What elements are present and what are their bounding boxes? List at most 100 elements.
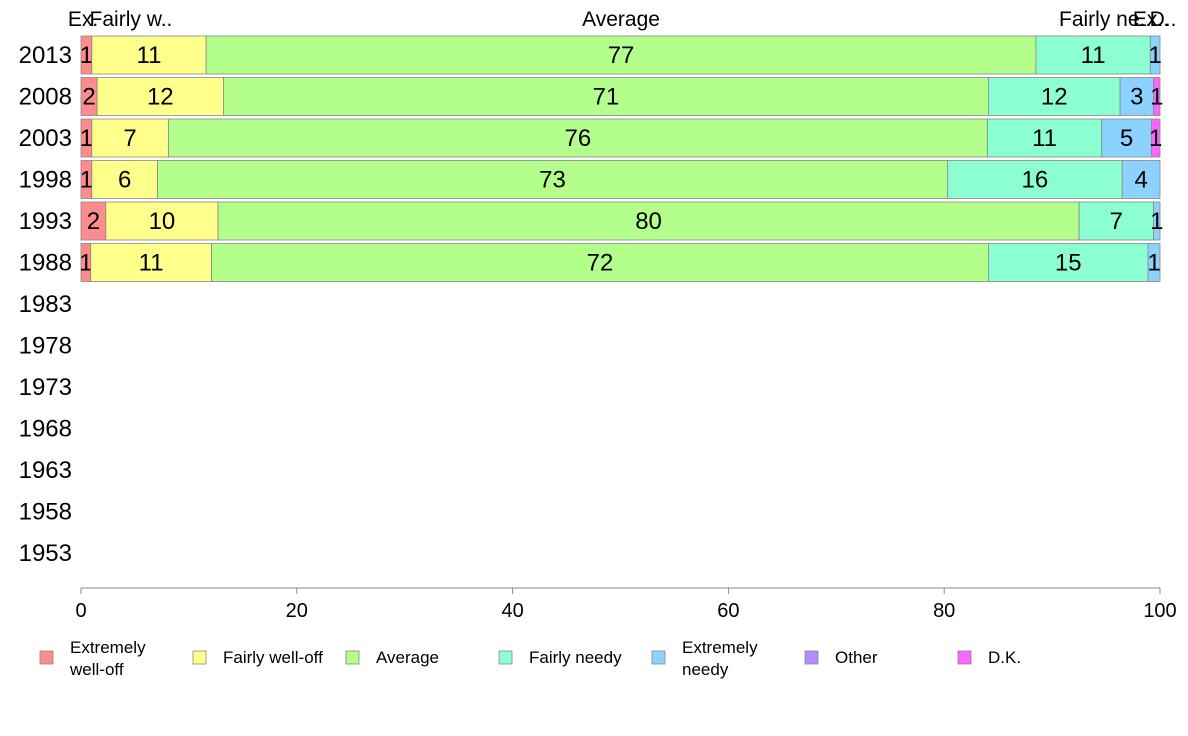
x-tick-label: 20 (286, 600, 308, 622)
legend-label: well-off (69, 660, 124, 679)
bar-data-label: 1 (1150, 208, 1163, 235)
legend-label: Fairly well-off (223, 648, 323, 667)
y-tick-label: 1958 (19, 499, 72, 526)
y-tick-label: 1988 (19, 250, 72, 277)
bar-segment (211, 243, 989, 282)
y-tick-label: 1963 (19, 457, 72, 484)
bar-segment (205, 35, 1037, 75)
bar-segment (157, 160, 948, 199)
legend-swatch (39, 650, 54, 665)
bar-data-label: 4 (1134, 167, 1147, 194)
legend-swatch (192, 650, 207, 665)
bar-data-label: 76 (565, 125, 592, 152)
y-tick-label: 2008 (19, 84, 72, 111)
y-tick-label: 2003 (19, 125, 72, 152)
bar-data-label: 73 (539, 167, 566, 194)
top-category-label: Ex.. (1133, 8, 1169, 31)
legend-swatch (957, 650, 972, 665)
bar-data-label: 11 (137, 42, 162, 69)
bar-segment (1121, 160, 1161, 199)
bar-segment (988, 243, 1149, 282)
bar-data-label: 1 (1147, 250, 1160, 277)
legend-label: Average (376, 648, 439, 667)
bar-data-label: 1 (79, 250, 92, 277)
bar-data-label: 7 (123, 125, 136, 152)
bar-segment (1149, 35, 1161, 75)
legend-swatch (345, 650, 360, 665)
bar-segment (90, 243, 212, 282)
bar-data-label: 12 (147, 84, 174, 111)
bar-data-label: 11 (1032, 125, 1057, 152)
bar-data-label: 1 (1150, 84, 1163, 111)
bar-data-label: 1 (1148, 42, 1161, 69)
bar-data-label: 5 (1120, 125, 1133, 152)
bar-segment (1147, 243, 1161, 282)
y-tick-label: 1998 (19, 167, 72, 194)
y-tick-label: 2013 (19, 42, 72, 69)
bar-data-label: 1 (1149, 125, 1162, 152)
y-tick-label: 1983 (19, 291, 72, 318)
bar-segment (217, 201, 1080, 241)
bar-segment (80, 201, 107, 241)
bar-segment (91, 118, 169, 158)
top-category-label: D.. (1150, 8, 1177, 31)
bar-segment (105, 201, 219, 241)
legend-label: Fairly needy (529, 648, 622, 667)
bar-data-label: 11 (139, 250, 164, 277)
top-category-label: Average (582, 8, 660, 31)
legend-label: needy (682, 660, 729, 679)
legend: Extremely well-off Fairly well-off Average F… (39, 638, 1021, 679)
bar-segment (947, 160, 1123, 199)
bar-data-label: 12 (1041, 84, 1068, 111)
top-category-label: Fairly ne.. (1059, 8, 1151, 31)
x-tick-label: 80 (933, 600, 955, 622)
legend-swatch (804, 650, 819, 665)
bar-data-label: 72 (587, 250, 614, 277)
x-tick-label: 100 (1143, 600, 1176, 622)
y-tick-label: 1993 (19, 208, 72, 235)
top-category-label: Fairly w.. (90, 8, 173, 31)
bar-segment (223, 77, 989, 116)
bar-segment (986, 118, 1103, 158)
bar-data-label: 80 (635, 208, 662, 235)
bar-segment (1078, 201, 1154, 241)
x-axis: 0 20 40 60 80 100 (75, 587, 1177, 622)
y-axis-labels: 2013 2008 2003 1998 1993 1988 1983 1978 1973 1968… (19, 42, 72, 567)
bar-segment (91, 160, 159, 199)
bar-data-label: 10 (149, 208, 176, 235)
bar-data-label: 15 (1055, 250, 1082, 277)
y-tick-label: 1968 (19, 416, 72, 443)
bar-segment (1035, 35, 1151, 75)
bar-segment (96, 77, 224, 116)
legend-swatch (651, 650, 666, 665)
top-category-labels: Ex.Fairly w.. Average Fairly ne..Ex..D.. (68, 8, 1177, 31)
bar-data-label: 7 (1110, 208, 1123, 235)
bar-segment (1153, 201, 1161, 241)
legend-label: Other (835, 648, 878, 667)
bar-data-label: 16 (1021, 167, 1048, 194)
legend-label: Extremely (682, 638, 758, 657)
top-category-label: Ex. (68, 8, 98, 31)
bar-segment (1101, 118, 1152, 158)
bar-segment (1150, 118, 1161, 158)
bar-data-label: 1 (80, 167, 93, 194)
x-tick-label: 0 (75, 600, 86, 622)
y-tick-label: 1978 (19, 333, 72, 360)
bar-data-label: 2 (82, 84, 95, 111)
legend-label: D.K. (988, 648, 1021, 667)
bar-data-label: 2 (87, 208, 100, 235)
x-tick-label: 40 (501, 600, 523, 622)
bars: 1 11 77 11 12 12 71 12 3 11 7 76 11 5 11 6 73 16 42 10 80 7 11… (79, 35, 1163, 282)
bar-data-label: 11 (1081, 42, 1106, 69)
bar-data-label: 1 (80, 125, 93, 152)
bar-segment (167, 118, 988, 158)
y-tick-label: 1973 (19, 374, 72, 401)
bar-data-label: 77 (608, 42, 635, 69)
x-tick-label: 60 (717, 600, 739, 622)
legend-swatch (498, 650, 513, 665)
y-tick-label: 1953 (19, 540, 72, 567)
bar-data-label: 3 (1130, 84, 1143, 111)
bar-segment (1153, 77, 1161, 116)
bar-data-label: 6 (118, 167, 131, 194)
